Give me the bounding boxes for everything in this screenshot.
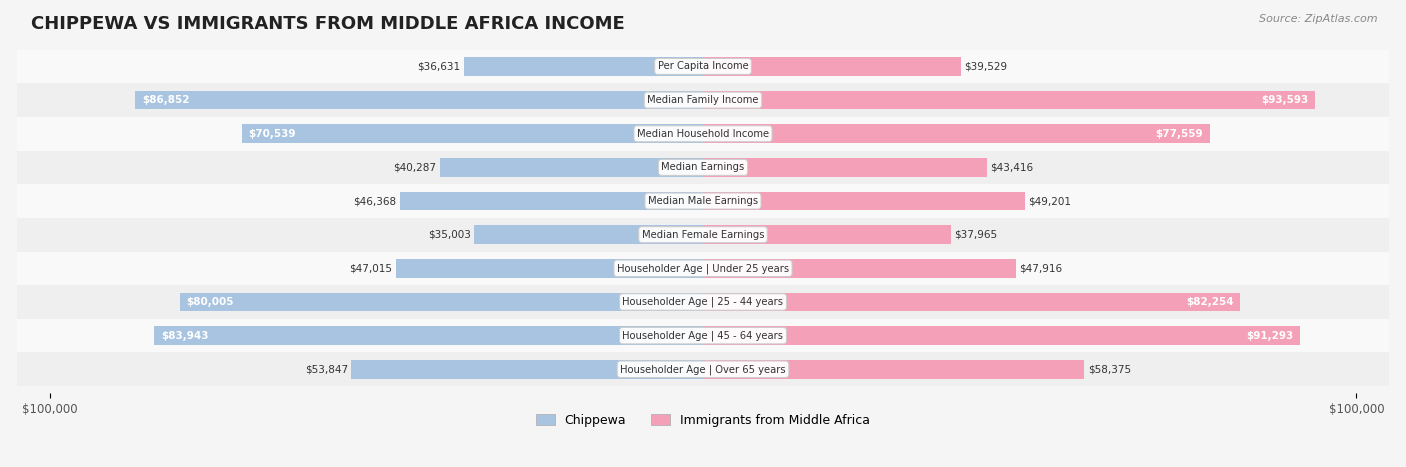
Text: Median Earnings: Median Earnings (661, 163, 745, 172)
Text: $35,003: $35,003 (429, 230, 471, 240)
Text: $47,015: $47,015 (350, 263, 392, 273)
Bar (399, 192, 703, 210)
Bar (703, 259, 1017, 277)
Bar (464, 57, 703, 76)
Bar (703, 360, 1084, 379)
Text: $40,287: $40,287 (394, 163, 436, 172)
Text: $80,005: $80,005 (187, 297, 235, 307)
Legend: Chippewa, Immigrants from Middle Africa: Chippewa, Immigrants from Middle Africa (531, 409, 875, 432)
Text: $70,539: $70,539 (249, 129, 297, 139)
Text: $93,593: $93,593 (1261, 95, 1308, 105)
Bar (135, 91, 703, 109)
Text: Median Male Earnings: Median Male Earnings (648, 196, 758, 206)
Text: Householder Age | Under 25 years: Householder Age | Under 25 years (617, 263, 789, 274)
Bar (155, 326, 703, 345)
Text: $83,943: $83,943 (162, 331, 208, 340)
Text: Median Family Income: Median Family Income (647, 95, 759, 105)
Text: $53,847: $53,847 (305, 364, 347, 374)
Text: Householder Age | 25 - 44 years: Householder Age | 25 - 44 years (623, 297, 783, 307)
Bar (703, 293, 1240, 311)
Bar (180, 293, 703, 311)
Text: $46,368: $46,368 (354, 196, 396, 206)
Text: $77,559: $77,559 (1156, 129, 1204, 139)
Bar (242, 125, 703, 143)
Text: Median Household Income: Median Household Income (637, 129, 769, 139)
Text: $49,201: $49,201 (1028, 196, 1071, 206)
Bar (17, 83, 1389, 117)
Bar (352, 360, 703, 379)
Text: $47,916: $47,916 (1019, 263, 1063, 273)
Text: $43,416: $43,416 (990, 163, 1033, 172)
Bar (17, 117, 1389, 150)
Bar (17, 218, 1389, 252)
Bar (703, 57, 962, 76)
Text: $39,529: $39,529 (965, 62, 1008, 71)
Bar (17, 285, 1389, 319)
Text: $37,965: $37,965 (955, 230, 997, 240)
Bar (17, 50, 1389, 83)
Text: $91,293: $91,293 (1246, 331, 1294, 340)
Bar (17, 319, 1389, 353)
Bar (703, 158, 987, 177)
Text: Per Capita Income: Per Capita Income (658, 62, 748, 71)
Text: Householder Age | Over 65 years: Householder Age | Over 65 years (620, 364, 786, 375)
Bar (474, 226, 703, 244)
Bar (395, 259, 703, 277)
Text: $58,375: $58,375 (1088, 364, 1130, 374)
Text: $86,852: $86,852 (142, 95, 190, 105)
Bar (17, 150, 1389, 184)
Bar (703, 192, 1025, 210)
Bar (703, 91, 1315, 109)
Text: $82,254: $82,254 (1187, 297, 1234, 307)
Text: Householder Age | 45 - 64 years: Householder Age | 45 - 64 years (623, 330, 783, 341)
Bar (703, 326, 1299, 345)
Bar (17, 184, 1389, 218)
Bar (440, 158, 703, 177)
Bar (703, 125, 1209, 143)
Bar (17, 252, 1389, 285)
Text: CHIPPEWA VS IMMIGRANTS FROM MIDDLE AFRICA INCOME: CHIPPEWA VS IMMIGRANTS FROM MIDDLE AFRIC… (31, 15, 624, 33)
Text: $36,631: $36,631 (418, 62, 460, 71)
Bar (17, 353, 1389, 386)
Text: Median Female Earnings: Median Female Earnings (641, 230, 765, 240)
Text: Source: ZipAtlas.com: Source: ZipAtlas.com (1260, 14, 1378, 24)
Bar (703, 226, 950, 244)
